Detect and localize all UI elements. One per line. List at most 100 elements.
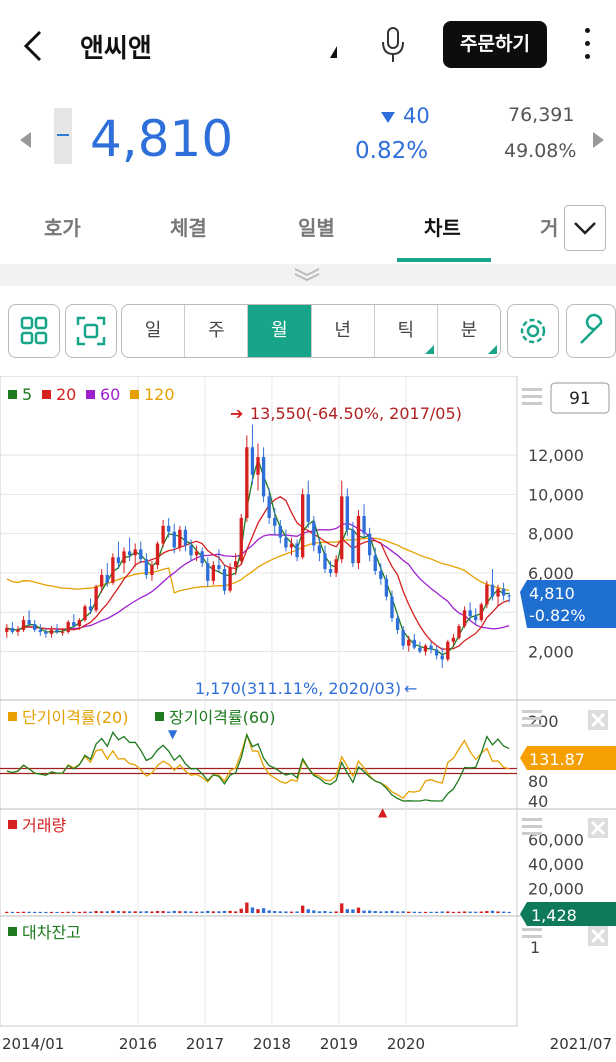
tab-orderbook[interactable]: 호가: [44, 216, 81, 240]
volume-bar: [462, 911, 467, 913]
legend-ma60: 60: [100, 385, 120, 404]
more-menu-icon[interactable]: [578, 28, 596, 64]
fullscreen-button[interactable]: [65, 304, 117, 358]
volume-bar: [434, 911, 439, 913]
microphone-icon[interactable]: [380, 26, 406, 64]
chart-tools-button[interactable]: [566, 304, 616, 358]
tab-chart[interactable]: 차트: [424, 216, 461, 240]
order-button[interactable]: 주문하기: [443, 21, 547, 68]
close-panel-icon[interactable]: [588, 926, 608, 946]
x-axis-label: 2016: [119, 1035, 157, 1053]
chart-area[interactable]: 12,00010,0008,0006,0004,0002,00020012080…: [0, 375, 616, 1058]
panel-menu-icon[interactable]: [522, 710, 542, 727]
candle-body: [44, 631, 48, 634]
volume-bar: [178, 911, 182, 913]
volume-bar: [250, 907, 255, 913]
chevron-down-icon: [574, 222, 596, 235]
x-axis-label: 2020: [387, 1035, 425, 1053]
layout-grid-button[interactable]: [8, 304, 60, 358]
volume-bar: [55, 911, 59, 913]
volume-bar: [485, 911, 489, 913]
chart-settings-button[interactable]: [507, 304, 559, 358]
candle-body: [233, 561, 238, 568]
panel-menu-icon[interactable]: [522, 928, 542, 938]
close-panel-icon[interactable]: [588, 710, 608, 730]
candle-body: [172, 531, 176, 548]
volume-bar: [49, 911, 54, 913]
volume-bar: [496, 911, 500, 913]
volume-bar: [261, 908, 266, 913]
disparity-lines: [6, 730, 510, 802]
tab-daily[interactable]: 일별: [298, 216, 335, 240]
panel-menu-icon[interactable]: [522, 818, 542, 835]
previous-stock-icon[interactable]: [20, 132, 31, 148]
price-axis-tick: 10,000: [528, 485, 584, 504]
volume-bar: [239, 908, 243, 913]
volume-bar: [150, 911, 154, 913]
y-axis-ticks: 12,00010,0008,0006,0004,0002,00020012080…: [528, 446, 584, 898]
candle-body: [217, 565, 221, 570]
volume-bar: [27, 911, 31, 913]
chart-toolbar: 일 주 월 년 틱 분: [0, 300, 616, 364]
x-axis-label: 2019: [320, 1035, 358, 1053]
candle-body: [300, 494, 305, 558]
volume-bar: [328, 911, 333, 913]
volume-bar: [194, 911, 199, 913]
candle-count-box[interactable]: [550, 382, 610, 414]
volume-axis-tick: 20,000: [528, 879, 584, 898]
volume-bar: [479, 911, 483, 913]
candle-body: [167, 525, 171, 532]
volume-bar: [490, 910, 495, 913]
long-disparity-line: [6, 730, 510, 802]
back-arrow-icon[interactable]: [20, 26, 50, 66]
tab-more-partial[interactable]: 거: [540, 216, 559, 240]
period-minute[interactable]: 분: [438, 305, 500, 357]
candle-body: [362, 516, 366, 534]
current-price-tag-change: -0.82%: [529, 606, 586, 625]
loan-axis-tick: 1: [530, 938, 540, 957]
candle-body: [384, 578, 389, 597]
panel-menu-icon[interactable]: [522, 388, 542, 405]
volume-bar: [256, 909, 260, 913]
volume-bar: [183, 911, 188, 913]
candle-body: [178, 529, 182, 548]
candle-body: [60, 631, 65, 633]
quote-summary: 4,810 40 0.82% 76,391 49.08%: [0, 92, 616, 192]
volume-bar: [451, 911, 456, 913]
candle-body: [273, 517, 277, 526]
turnover-rate: 49.08%: [504, 140, 577, 162]
period-monthly[interactable]: 월: [248, 305, 312, 357]
period-weekly[interactable]: 주: [185, 305, 249, 357]
close-panel-icon[interactable]: [588, 818, 608, 838]
candle-body: [49, 629, 54, 634]
period-tick[interactable]: 틱: [375, 305, 438, 357]
candle-body: [434, 649, 439, 656]
volume-bar: [401, 911, 405, 913]
candle-body: [267, 496, 271, 518]
candle-body: [211, 565, 216, 581]
period-daily[interactable]: 일: [122, 305, 186, 357]
stock-title[interactable]: 앤씨앤: [80, 34, 152, 64]
volume-bar: [111, 910, 115, 913]
title-dropdown-icon[interactable]: [330, 46, 337, 58]
volume-bar: [317, 911, 322, 913]
candle-body: [122, 551, 126, 564]
tab-trades[interactable]: 체결: [170, 216, 207, 240]
period-yearly[interactable]: 년: [312, 305, 375, 357]
candle-body: [33, 624, 37, 630]
next-stock-icon[interactable]: [593, 132, 604, 148]
volume-bars: [5, 902, 511, 913]
period-tick-label: 틱: [397, 320, 415, 341]
stock-chart[interactable]: 12,00010,0008,0006,0004,0002,00020012080…: [0, 375, 616, 1058]
candle-body: [27, 620, 31, 625]
double-chevron-down-icon[interactable]: [292, 266, 322, 282]
volume-axis-tick: 60,000: [528, 830, 584, 849]
candle-body: [194, 551, 199, 556]
volume-bar: [340, 903, 344, 913]
price-axis-tick: 6,000: [528, 564, 574, 583]
volume-value-tag: [520, 902, 616, 926]
candle-body: [412, 639, 416, 648]
tab-expand-button[interactable]: [564, 205, 606, 251]
candle-body: [507, 595, 511, 597]
volume-bar: [384, 911, 389, 913]
